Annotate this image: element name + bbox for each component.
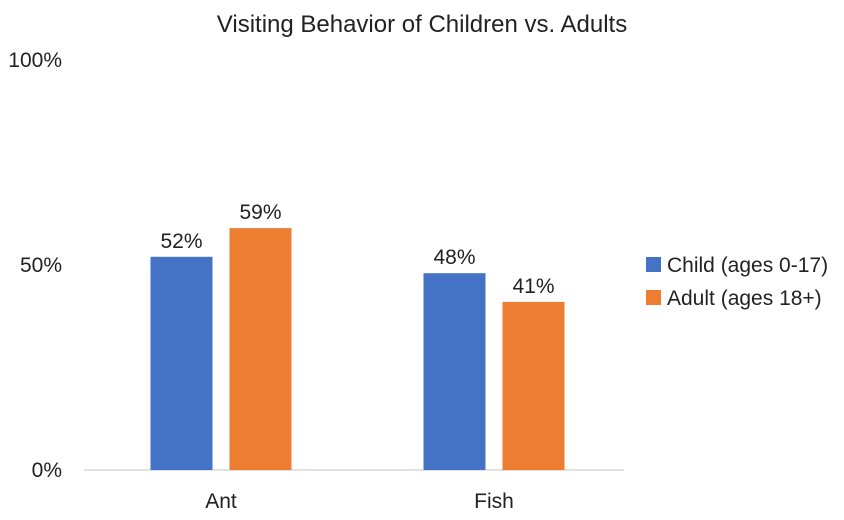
y-tick-label: 100% — [8, 49, 62, 72]
category-labels: Ant Fish — [205, 490, 514, 513]
bar-fish-child — [423, 273, 486, 470]
legend-label: Child (ages 0-17) — [667, 254, 828, 277]
bars — [150, 228, 565, 470]
legend-swatch — [646, 257, 661, 272]
legend: Child (ages 0-17) Adult (ages 18+) — [646, 254, 828, 310]
category-label: Fish — [474, 490, 514, 513]
legend-swatch — [646, 290, 661, 305]
data-label: 48% — [433, 246, 475, 269]
y-tick-label: 0% — [32, 459, 62, 482]
legend-label: Adult (ages 18+) — [667, 287, 822, 310]
y-axis-ticks: 0% 50% 100% — [8, 49, 62, 482]
bar-ant-child — [150, 256, 213, 470]
chart-title: Visiting Behavior of Children vs. Adults — [217, 11, 627, 38]
data-label: 59% — [239, 201, 281, 224]
category-label: Ant — [205, 490, 237, 513]
data-labels: 52% 59% 48% 41% — [160, 201, 554, 298]
data-label: 41% — [512, 275, 554, 298]
data-label: 52% — [160, 230, 202, 253]
y-tick-label: 50% — [20, 254, 62, 277]
bar-ant-adult — [229, 228, 292, 470]
bar-fish-adult — [502, 301, 565, 470]
